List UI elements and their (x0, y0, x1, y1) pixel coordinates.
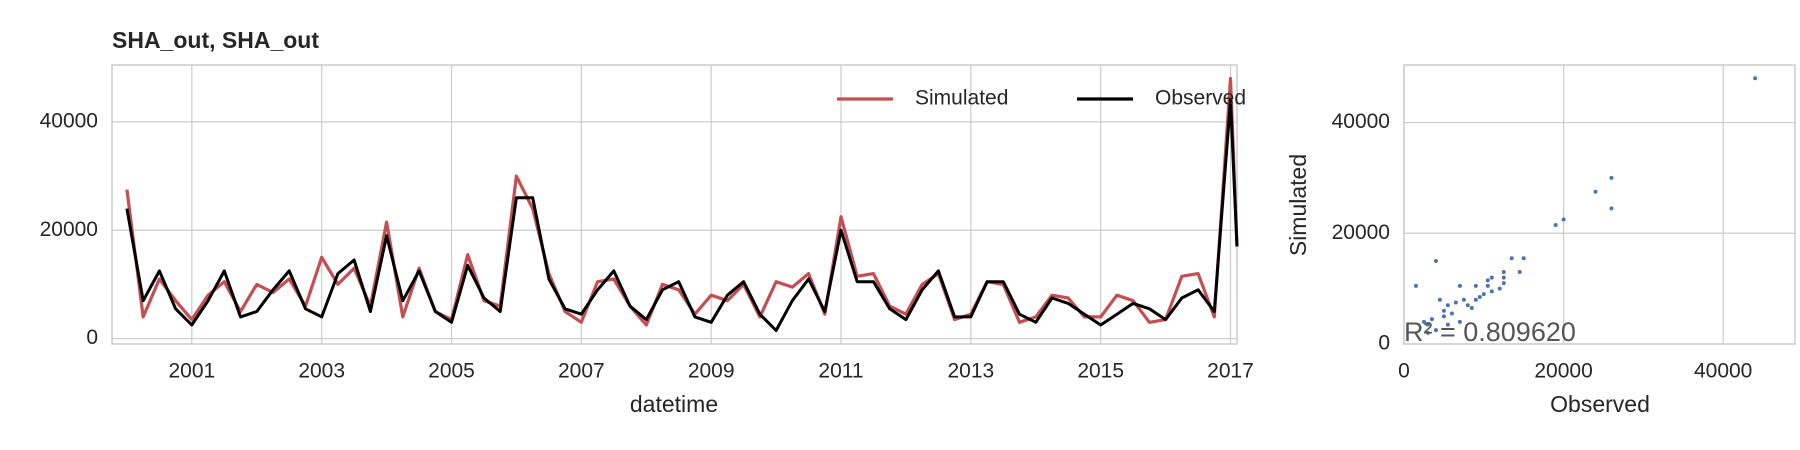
scatter-point (1461, 297, 1466, 302)
scatter-point (1457, 283, 1462, 288)
y-tick-label: 0 (86, 326, 98, 349)
scatter-point (1413, 283, 1418, 288)
x-tick-label: 40000 (1694, 360, 1752, 383)
scatter-point (1593, 189, 1598, 194)
scatter-point (1473, 297, 1478, 302)
legend-label: Observed (1155, 87, 1246, 110)
x-tick-label: 0 (1398, 360, 1410, 383)
scatter-point (1509, 256, 1514, 261)
annotation: R² = 0.809620 (1404, 317, 1576, 347)
x-tick-label: 2001 (168, 360, 215, 383)
scatter-point (1421, 319, 1426, 324)
scatter-point (1445, 322, 1450, 327)
scatter-point (1481, 292, 1486, 297)
scatter-point (1609, 206, 1614, 211)
scatter-point (1437, 297, 1442, 302)
y-tick-label: 40000 (1332, 110, 1390, 133)
legend-label: Simulated (915, 87, 1008, 110)
plot-frame (1403, 64, 1796, 345)
scatter-point (1441, 314, 1446, 319)
scatter-point (1753, 76, 1758, 81)
series-line (125, 98, 1239, 332)
scatter-point (1501, 281, 1506, 286)
scatter-point (1521, 256, 1526, 261)
y-tick-label: 20000 (1332, 221, 1390, 244)
scatter-point (1501, 275, 1506, 280)
scatter-point (1561, 217, 1566, 222)
scatter-point (1473, 283, 1478, 288)
scatter-point (1489, 275, 1494, 280)
scatter-point (1489, 289, 1494, 294)
scatter-point (1445, 303, 1450, 308)
y-axis-label: Simulated (1285, 154, 1311, 256)
scatter-point (1501, 270, 1506, 275)
scatter-point (1425, 322, 1430, 327)
x-tick-label: 2003 (298, 360, 345, 383)
x-tick-label: 20000 (1534, 360, 1592, 383)
scatter-point (1441, 308, 1446, 313)
x-axis-label: datetime (630, 391, 718, 417)
scatter-point (1609, 175, 1614, 180)
x-tick-label: 2017 (1207, 360, 1254, 383)
scatter-point (1517, 270, 1522, 275)
y-tick-label: 20000 (40, 218, 98, 241)
scatter-point (1477, 294, 1482, 299)
scatter-point (1553, 222, 1558, 227)
x-tick-label: 2011 (818, 360, 863, 383)
scatter-point (1457, 319, 1462, 324)
scatter-point (1485, 278, 1490, 283)
scatter-point (1469, 306, 1474, 311)
x-tick-label: 2009 (688, 360, 735, 383)
scatter-point (1425, 330, 1430, 335)
scatter-point (1485, 283, 1490, 288)
x-tick-label: 2015 (1077, 360, 1124, 383)
x-tick-label: 2013 (947, 360, 994, 383)
scatter-point (1453, 300, 1458, 305)
scatter-point (1433, 258, 1438, 263)
scatter-point (1433, 328, 1438, 333)
scatter-point (1449, 311, 1454, 316)
x-axis-label: Observed (1550, 391, 1650, 417)
x-tick-label: 2007 (558, 360, 605, 383)
scatter-point (1497, 286, 1502, 291)
x-tick-label: 2005 (428, 360, 475, 383)
plot-frame (111, 64, 1238, 345)
chart-title: SHA_out, SHA_out (112, 27, 319, 53)
y-tick-label: 40000 (40, 109, 98, 132)
y-tick-label: 0 (1378, 332, 1390, 355)
scatter-point (1465, 303, 1470, 308)
scatter-point (1429, 317, 1434, 322)
